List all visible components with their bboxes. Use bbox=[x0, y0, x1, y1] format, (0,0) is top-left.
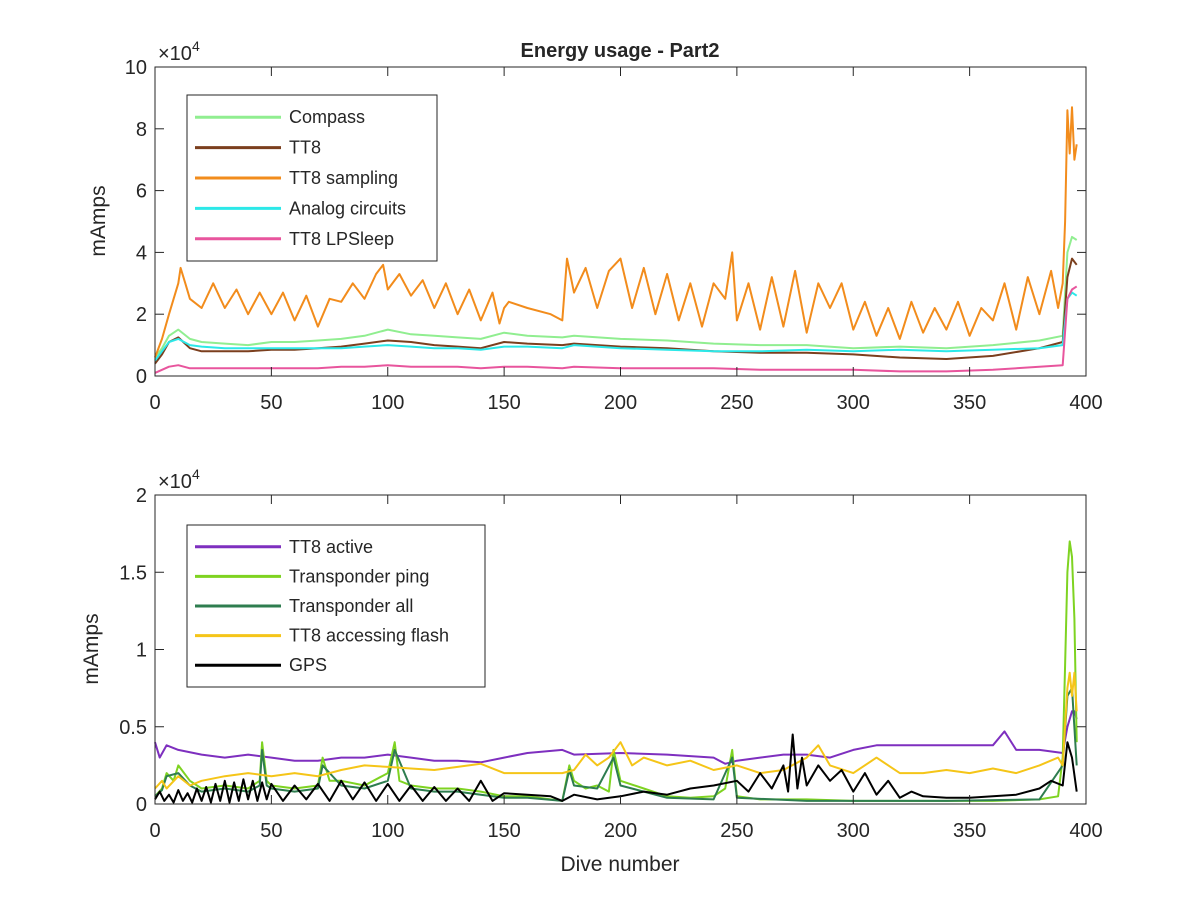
series-line-compass bbox=[154, 235, 1078, 359]
y-exponent-bottom: ×104 bbox=[158, 466, 200, 493]
y-tick-label: 0.5 bbox=[119, 717, 147, 739]
y-exponent-top: ×104 bbox=[158, 38, 200, 65]
x-tick-label: 250 bbox=[720, 392, 753, 414]
y-exponent-base-bottom: ×10 bbox=[158, 471, 192, 493]
series-line-tt8-accessing-flash bbox=[154, 671, 1078, 790]
series-line-analog-circuits bbox=[154, 291, 1078, 362]
legend-label-tt8-sampling: TT8 sampling bbox=[289, 168, 398, 188]
x-tick-label: 50 bbox=[260, 392, 282, 414]
y-tick-label: 1 bbox=[136, 640, 147, 662]
x-tick-label: 350 bbox=[953, 392, 986, 414]
x-tick-label: 400 bbox=[1069, 820, 1102, 842]
x-tick-label: 0 bbox=[149, 392, 160, 414]
ticks-layer-top: 0 50 100 150 200 250 300 350 400 0 2 4 6 8 10 bbox=[125, 57, 1103, 414]
x-axis-label-bottom: Dive number bbox=[560, 853, 679, 876]
ticks-layer-bottom: 0 50 100 150 200 250 300 350 400 0 0.5 1 1.5 2 bbox=[119, 485, 1103, 842]
legend-top: Compass TT8 TT8 sampling Analog circuits TT8… bbox=[186, 94, 438, 262]
x-tick-label: 0 bbox=[149, 820, 160, 842]
legend-label-tt8-lpsleep: TT8 LPSleep bbox=[289, 229, 394, 249]
x-tick-label: 150 bbox=[487, 820, 520, 842]
x-tick-label: 50 bbox=[260, 820, 282, 842]
series-layer-top bbox=[154, 106, 1078, 374]
x-tick-label: 350 bbox=[953, 820, 986, 842]
legend-label-tt8-active: TT8 active bbox=[289, 537, 373, 557]
series-line-tt8 bbox=[154, 257, 1078, 365]
x-tick-label: 300 bbox=[837, 392, 870, 414]
y-tick-label: 0 bbox=[136, 794, 147, 816]
legend-label-compass: Compass bbox=[289, 107, 365, 127]
legend-label-tt8-accessing-flash: TT8 accessing flash bbox=[289, 626, 449, 646]
y-tick-label: 10 bbox=[125, 57, 147, 79]
series-line-tt8-lpsleep bbox=[154, 285, 1078, 374]
y-tick-label: 1.5 bbox=[119, 562, 147, 584]
x-tick-label: 100 bbox=[371, 820, 404, 842]
y-exponent-base-top: ×10 bbox=[158, 43, 192, 65]
x-tick-label: 100 bbox=[371, 392, 404, 414]
legend-label-analog-circuits: Analog circuits bbox=[289, 198, 406, 218]
x-tick-label: 300 bbox=[837, 820, 870, 842]
y-tick-label: 0 bbox=[136, 366, 147, 388]
legend-label-transponder-ping: Transponder ping bbox=[289, 566, 429, 586]
x-tick-label: 200 bbox=[604, 820, 637, 842]
y-tick-label: 4 bbox=[136, 242, 147, 264]
series-layer-bottom bbox=[154, 540, 1078, 804]
chart-title: Energy usage - Part2 bbox=[521, 40, 720, 62]
series-line-gps bbox=[154, 733, 1078, 804]
y-tick-label: 2 bbox=[136, 304, 147, 326]
chart-top: 0 50 100 150 200 250 300 350 400 0 2 4 6 8 10 Energy u… bbox=[87, 38, 1103, 414]
y-axis-label-bottom: mAmps bbox=[80, 613, 103, 684]
x-tick-label: 150 bbox=[487, 392, 520, 414]
legend-label-tt8: TT8 bbox=[289, 138, 321, 158]
x-tick-label: 250 bbox=[720, 820, 753, 842]
y-exponent-power-bottom: 4 bbox=[192, 466, 200, 482]
series-line-tt8-sampling bbox=[154, 106, 1078, 358]
legend-label-transponder-all: Transponder all bbox=[289, 596, 413, 616]
x-tick-label: 200 bbox=[604, 392, 637, 414]
y-tick-label: 2 bbox=[136, 485, 147, 507]
x-tick-label: 400 bbox=[1069, 392, 1102, 414]
series-line-tt8-active bbox=[154, 710, 1078, 765]
series-line-transponder-all bbox=[154, 687, 1078, 802]
y-tick-label: 8 bbox=[136, 119, 147, 141]
legend-bottom: TT8 active Transponder ping Transponder al… bbox=[186, 524, 486, 688]
y-axis-label-top: mAmps bbox=[87, 185, 110, 256]
legend-label-gps: GPS bbox=[289, 655, 327, 675]
y-tick-label: 6 bbox=[136, 181, 147, 203]
y-exponent-power-top: 4 bbox=[192, 38, 200, 54]
chart-bottom: 0 50 100 150 200 250 300 350 400 0 0.5 1 1.5 2 Dive n… bbox=[80, 466, 1103, 876]
